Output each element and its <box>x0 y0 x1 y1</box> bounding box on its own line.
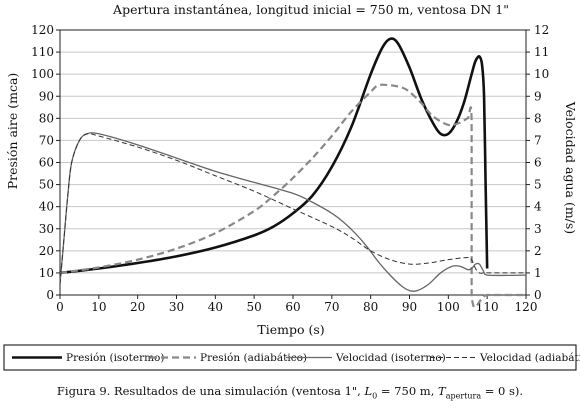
y-right-tick-label: 3 <box>534 222 542 236</box>
y-right-tick-label: 2 <box>534 244 542 258</box>
x-tick-label: 60 <box>285 300 300 314</box>
y-right-tick-label: 8 <box>534 111 542 125</box>
data-series <box>59 37 527 309</box>
x-tick-label: 80 <box>363 300 378 314</box>
x-tick-label: 20 <box>130 300 145 314</box>
caption-L: L <box>364 384 373 398</box>
x-tick-label: 90 <box>402 300 417 314</box>
y-right-tick-label: 7 <box>534 133 542 147</box>
legend: Presión (isotermo) Presión (adiabático) Ve… <box>3 344 580 371</box>
y-right-tick-label: 0 <box>534 288 542 302</box>
y-left-tick-label: 10 <box>39 266 54 280</box>
series-line-1 <box>59 37 489 275</box>
x-tick-label: 40 <box>208 300 223 314</box>
legend-label: Velocidad (adiabático) <box>479 352 580 364</box>
chart-title: Apertura instantánea, longitud inicial =… <box>112 2 509 17</box>
y-right-tick-label: 9 <box>534 89 542 103</box>
y-right-tick-label: 5 <box>534 178 542 192</box>
y-right-tick-label: 4 <box>534 200 542 214</box>
legend-label: Presión (adiabático) <box>200 352 307 364</box>
x-tick-label: 100 <box>437 300 460 314</box>
y-left-tick-label: 60 <box>39 156 54 170</box>
y-right-tick-label: 10 <box>534 67 549 81</box>
y-right-tick-label: 11 <box>534 45 549 59</box>
caption-suffix: = 0 s). <box>481 384 524 398</box>
y-right-tick-label: 6 <box>534 156 542 170</box>
series-line-2 <box>59 83 526 309</box>
figure-caption: Figura 9. Resultados de una simulación (… <box>0 384 580 400</box>
y-right-tick-label: 12 <box>534 23 549 37</box>
x-tick-label: 0 <box>56 300 64 314</box>
y-left-tick-label: 0 <box>46 288 54 302</box>
line-chart: Apertura instantánea, longitud inicial =… <box>3 2 580 371</box>
caption-L-subscript: 0 <box>372 391 378 401</box>
series-line-4 <box>59 133 526 285</box>
x-axis-label: Tiempo (s) <box>257 322 324 337</box>
y-left-tick-label: 120 <box>31 23 54 37</box>
x-tick-label: 110 <box>476 300 499 314</box>
x-tick-label: 10 <box>91 300 106 314</box>
y-left-tick-label: 50 <box>39 178 54 192</box>
x-tick-label: 120 <box>515 300 538 314</box>
y-left-tick-label: 100 <box>31 67 54 81</box>
caption-T-subscript: apertura <box>445 391 482 401</box>
y-right-tick-label: 1 <box>534 266 542 280</box>
y-axis-label-right: Velocidad agua (m/s) <box>563 101 578 234</box>
x-tick-label: 30 <box>169 300 184 314</box>
series-line-3 <box>59 132 527 292</box>
x-tick-label: 50 <box>247 300 262 314</box>
x-tick-label: 70 <box>324 300 339 314</box>
y-left-tick-label: 70 <box>39 133 54 147</box>
y-left-tick-label: 110 <box>31 45 54 59</box>
caption-prefix: Figura 9. Resultados de una simulación (… <box>56 384 365 398</box>
axes <box>56 29 530 299</box>
y-left-tick-label: 90 <box>39 89 54 103</box>
legend-label: Presión (isotermo) <box>66 352 164 364</box>
grid-lines <box>60 29 526 296</box>
y-axis-label-left: Presión aire (mca) <box>5 73 20 190</box>
legend-label: Velocidad (isotermo) <box>335 352 446 364</box>
y-left-tick-label: 40 <box>39 200 54 214</box>
y-left-tick-label: 20 <box>39 244 54 258</box>
caption-mid: = 750 m, <box>377 384 439 398</box>
tick-labels: 0 10 20 30 40 50 60 70 80 90 100 110 120010203040506… <box>31 23 549 314</box>
caption-T: T <box>438 384 446 398</box>
y-left-tick-label: 30 <box>39 222 54 236</box>
y-left-tick-label: 80 <box>39 111 54 125</box>
